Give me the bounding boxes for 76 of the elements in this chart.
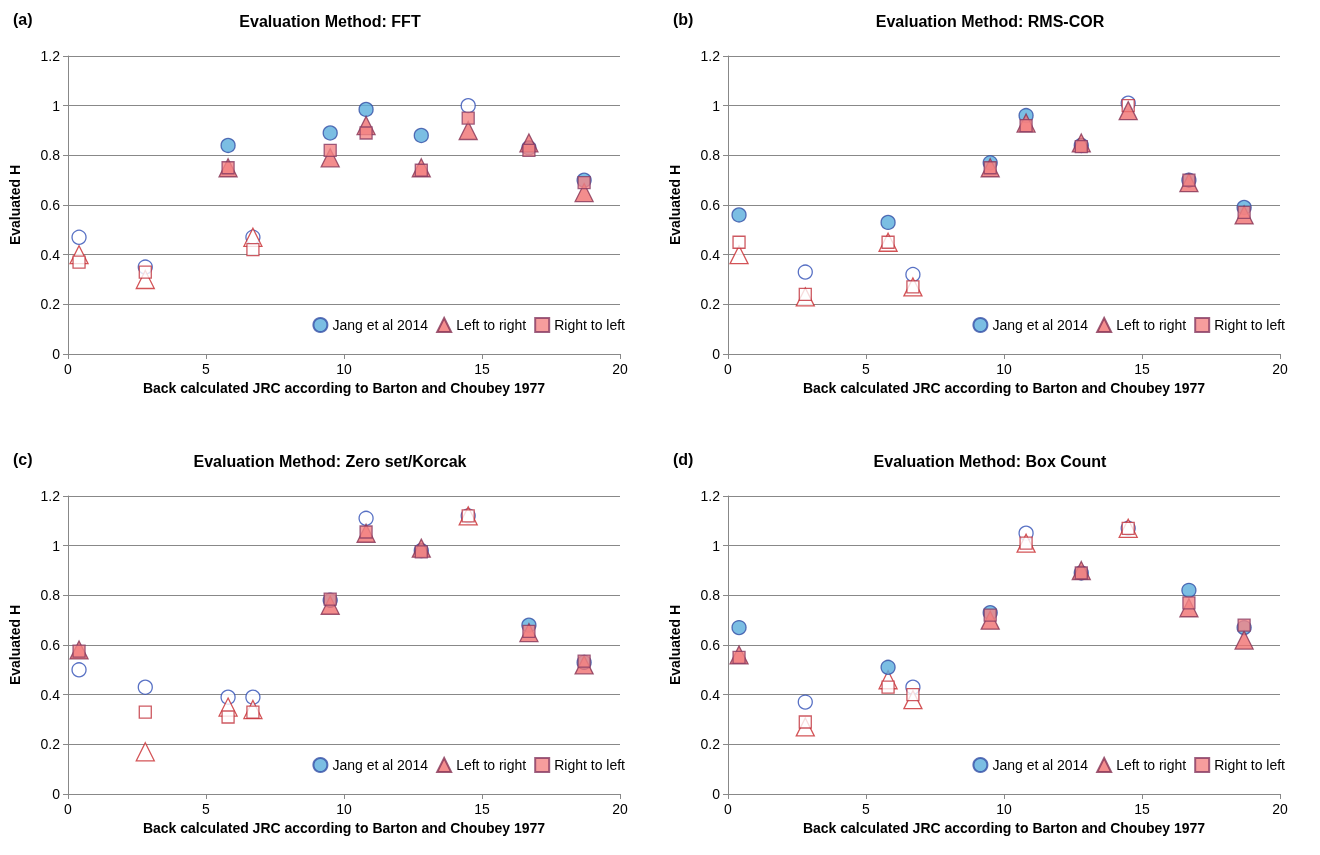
y-tick-label: 0.8 xyxy=(40,147,61,164)
legend-label: Left to right xyxy=(1116,757,1187,773)
y-tick-label: 0.2 xyxy=(700,736,721,753)
legend-label: Right to left xyxy=(554,757,626,773)
y-tick-label: 1.2 xyxy=(40,488,61,504)
text: (b) xyxy=(673,10,694,28)
y-axis-title: Evaluated H xyxy=(7,604,23,686)
legend-label: Jang et al 2014 xyxy=(332,317,429,333)
chart-title: Evaluation Method: FFT xyxy=(239,12,421,30)
y-tick-label: 1.2 xyxy=(700,48,721,64)
legend-label: Right to left xyxy=(554,317,626,333)
y-tick-label: 0 xyxy=(52,786,61,802)
y-tick-label: 0 xyxy=(712,346,721,362)
x-tick-label: 10 xyxy=(336,361,352,377)
y-tick-label: 0.6 xyxy=(40,637,61,653)
y-tick-label: 1.2 xyxy=(40,48,61,64)
y-tick-label: 0 xyxy=(712,786,721,802)
y-tick-label: 1 xyxy=(712,97,721,114)
x-tick-label: 0 xyxy=(64,361,73,377)
x-tick-label: 15 xyxy=(474,801,490,817)
x-axis-title: Back calculated JRC according to Barton and Choubey 1977 xyxy=(802,819,1206,836)
x-axis-title: Back calculated JRC according to Barton and Choubey 1977 xyxy=(802,379,1206,396)
x-tick-label: 5 xyxy=(202,801,211,817)
x-axis-title: Back calculated JRC according to Barton and Choubey 1977 xyxy=(142,379,546,396)
y-axis-title: Evaluated H xyxy=(667,164,683,246)
x-axis-title: Back calculated JRC according to Barton and Choubey 1977 xyxy=(142,819,546,836)
y-tick-label: 0.2 xyxy=(700,296,721,313)
y-tick-label: 0.4 xyxy=(40,246,61,263)
y-tick-label: 0.6 xyxy=(700,637,721,653)
x-tick-label: 0 xyxy=(724,801,733,817)
chart-title: Evaluation Method: Zero set/Korcak xyxy=(193,452,467,470)
x-tick-label: 5 xyxy=(862,361,871,377)
y-tick-label: 1 xyxy=(712,537,721,554)
y-tick-label: 0.2 xyxy=(40,736,61,753)
text: (d) xyxy=(673,450,694,468)
x-tick-label: 5 xyxy=(202,361,211,377)
y-tick-label: 0.8 xyxy=(40,587,61,604)
y-axis-title: Evaluated H xyxy=(7,164,23,246)
legend-label: Left to right xyxy=(456,317,527,333)
y-tick-label: 0.8 xyxy=(700,587,721,604)
x-tick-label: 10 xyxy=(996,361,1012,377)
chart-title: Evaluation Method: Box Count xyxy=(873,452,1108,470)
y-tick-label: 0.6 xyxy=(700,197,721,213)
y-tick-label: 0.4 xyxy=(700,246,721,263)
y-tick-label: 1.2 xyxy=(700,488,721,504)
x-tick-label: 20 xyxy=(612,801,628,817)
y-tick-label: 1 xyxy=(52,97,61,114)
x-tick-label: 10 xyxy=(336,801,352,817)
legend-label: Left to right xyxy=(1116,317,1187,333)
x-tick-label: 20 xyxy=(1272,361,1288,377)
y-tick-label: 0.2 xyxy=(40,296,61,313)
text: (a) xyxy=(13,10,33,28)
legend-label: Right to left xyxy=(1214,317,1286,333)
x-tick-label: 5 xyxy=(862,801,871,817)
legend-label: Right to left xyxy=(1214,757,1286,773)
x-tick-label: 0 xyxy=(724,361,733,377)
x-tick-label: 10 xyxy=(996,801,1012,817)
text: (c) xyxy=(13,450,33,468)
x-tick-label: 20 xyxy=(612,361,628,377)
y-axis-title: Evaluated H xyxy=(667,604,683,686)
legend-label: Left to right xyxy=(456,757,527,773)
x-tick-label: 0 xyxy=(64,801,73,817)
y-tick-label: 0.8 xyxy=(700,147,721,164)
y-tick-label: 0.6 xyxy=(40,197,61,213)
legend-label: Jang et al 2014 xyxy=(992,317,1089,333)
legend-label: Jang et al 2014 xyxy=(992,757,1089,773)
x-tick-label: 15 xyxy=(1134,361,1150,377)
y-tick-label: 0 xyxy=(52,346,61,362)
y-tick-label: 0.4 xyxy=(700,686,721,703)
x-tick-label: 15 xyxy=(1134,801,1150,817)
y-tick-label: 1 xyxy=(52,537,61,554)
x-tick-label: 15 xyxy=(474,361,490,377)
y-tick-label: 0.4 xyxy=(40,686,61,703)
chart-title: Evaluation Method: RMS-COR xyxy=(875,12,1105,30)
x-tick-label: 20 xyxy=(1272,801,1288,817)
legend-label: Jang et al 2014 xyxy=(332,757,429,773)
